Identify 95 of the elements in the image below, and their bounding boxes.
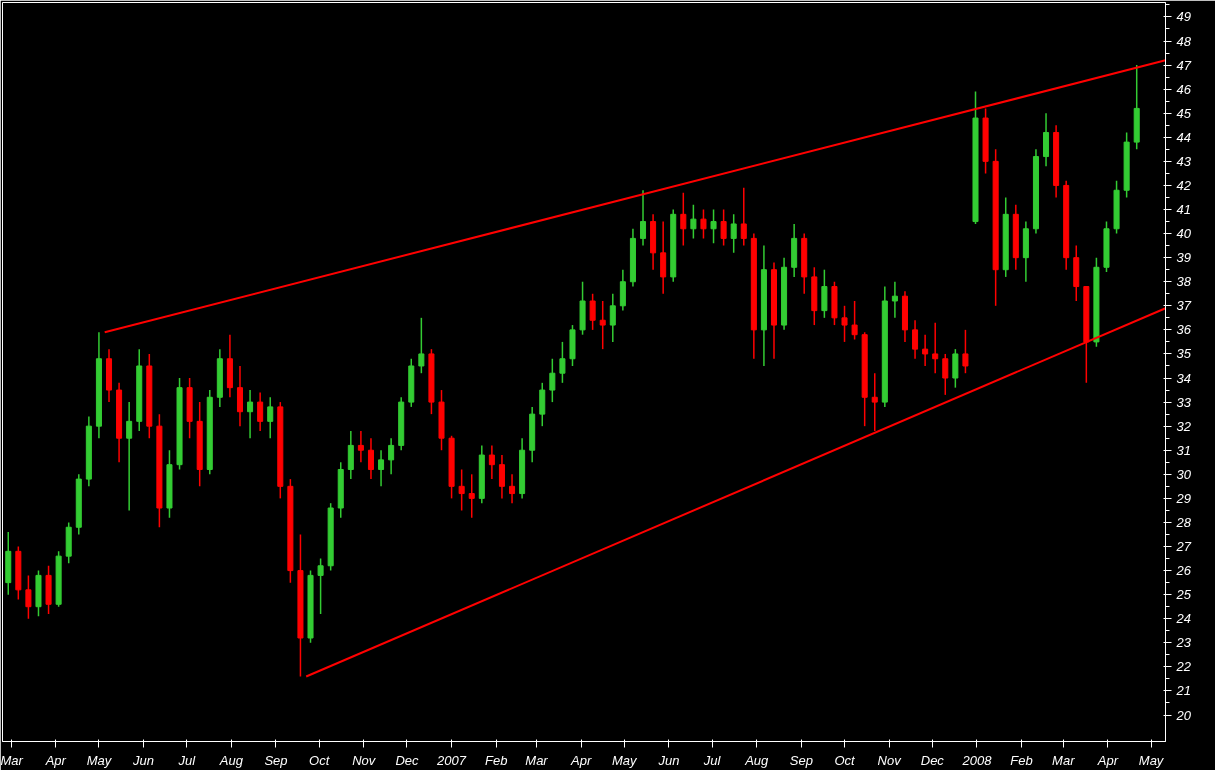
y-tick-label: 26: [1175, 563, 1192, 579]
y-tick-label: 37: [1176, 298, 1192, 314]
y-tick-label: 25: [1175, 587, 1192, 603]
x-tick-label: Oct: [309, 752, 331, 768]
x-tick-label: Apr: [44, 752, 67, 768]
x-tick-label: Feb: [1010, 752, 1033, 768]
x-tick-label: Sep: [789, 752, 813, 768]
candlestick: [710, 208, 717, 244]
y-tick-label: 44: [1176, 129, 1191, 145]
x-tick-label: Dec: [395, 752, 420, 768]
x-tick-label: Feb: [485, 752, 508, 768]
y-tick-label: 42: [1176, 177, 1192, 193]
x-tick-label: 2007: [436, 752, 467, 768]
y-tick-label: 49: [1176, 9, 1191, 25]
candlestick: [700, 208, 707, 240]
candlestick: [247, 389, 254, 439]
x-tick-label: Mar: [525, 752, 549, 768]
candlestick: [912, 319, 919, 360]
y-tick-label: 22: [1175, 659, 1192, 675]
x-tick-label: Apr: [570, 752, 592, 768]
y-tick-label: 28: [1175, 514, 1192, 530]
candlestick: [126, 401, 133, 512]
candlestick: [317, 557, 324, 615]
candlestick: [418, 317, 425, 374]
candlestick: [740, 187, 747, 247]
y-tick-label: 27: [1175, 539, 1192, 555]
candlestick: [932, 321, 939, 374]
candlestick: [942, 353, 949, 396]
candlestick: [871, 372, 878, 432]
candlestick: [720, 208, 727, 247]
x-tick-label: May: [1138, 752, 1165, 768]
candlestick: [257, 391, 264, 432]
y-tick-label: 30: [1176, 466, 1192, 482]
y-tick-label: 41: [1176, 202, 1191, 218]
x-tick-label: Jun: [132, 752, 155, 768]
x-tick-label: Mar: [0, 752, 24, 768]
candlestick: [589, 293, 596, 331]
candlestick: [468, 473, 475, 519]
x-tick-label: Nov: [352, 752, 377, 768]
x-tick-label: Mar: [1052, 752, 1076, 768]
y-tick-label: 46: [1176, 81, 1192, 97]
candlestick: [841, 305, 848, 343]
candlestick: [549, 358, 556, 403]
x-tick-label: Jun: [657, 752, 680, 768]
y-tick-label: 21: [1175, 683, 1191, 699]
candlestick: [599, 300, 606, 350]
candlestick: [498, 454, 505, 500]
candlestick: [962, 329, 969, 374]
y-tick-label: 36: [1176, 322, 1192, 338]
candlestick: [690, 203, 697, 240]
x-tick-label: Jul: [177, 752, 197, 768]
candlestick: [609, 293, 616, 343]
candlestick: [367, 437, 374, 480]
candlestick: [639, 189, 647, 247]
y-tick-label: 24: [1175, 611, 1191, 627]
y-tick-label: 43: [1176, 153, 1192, 169]
candlestick: [267, 396, 274, 439]
y-tick-label: 38: [1176, 274, 1192, 290]
y-tick-label: 23: [1175, 635, 1192, 651]
y-tick-label: 35: [1176, 346, 1192, 362]
x-tick-label: Oct: [834, 752, 857, 768]
y-tick-label: 48: [1176, 33, 1192, 49]
y-tick-label: 39: [1176, 250, 1191, 266]
x-tick-label: Jul: [702, 752, 722, 768]
y-tick-label: 40: [1176, 226, 1192, 242]
candlestick: [891, 280, 898, 319]
y-tick-label: 32: [1176, 418, 1192, 434]
candlestick: [922, 333, 929, 367]
y-tick-label: 47: [1176, 57, 1192, 73]
candlestick: [559, 341, 566, 384]
candlestick: [730, 213, 737, 254]
y-tick-label: 33: [1176, 394, 1192, 410]
candlestick: [458, 468, 465, 512]
candlestick: [509, 473, 516, 504]
x-tick-label: Aug: [744, 752, 770, 768]
candlestick: [851, 300, 858, 341]
x-tick-label: Aug: [218, 752, 244, 768]
candlestick: [680, 191, 687, 247]
candlestick: [357, 430, 364, 464]
x-tick-label: May: [612, 752, 639, 768]
y-tick-label: 29: [1175, 490, 1191, 506]
y-tick-label: 31: [1176, 442, 1191, 458]
x-tick-label: Nov: [877, 752, 903, 768]
candlestick: [488, 444, 495, 480]
x-tick-label: Dec: [920, 752, 945, 768]
x-tick-label: May: [86, 752, 113, 768]
y-tick-label: 20: [1175, 707, 1192, 723]
x-tick-label: 2008: [961, 752, 993, 768]
y-tick-label: 34: [1176, 370, 1191, 386]
candlestick: [388, 437, 395, 476]
candlestick: [378, 449, 385, 488]
y-tick-label: 45: [1176, 105, 1192, 121]
x-tick-label: Apr: [1096, 752, 1119, 768]
x-tick-label: Sep: [264, 752, 288, 768]
candlestick: [25, 574, 32, 620]
